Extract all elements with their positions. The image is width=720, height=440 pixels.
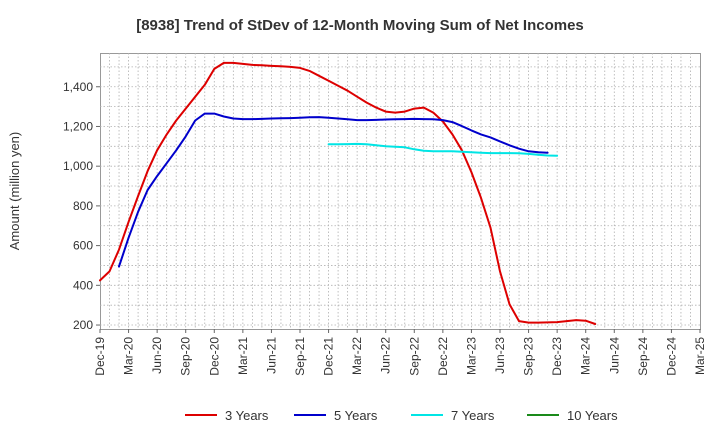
- x-tick-label: Mar-23: [464, 337, 478, 375]
- legend-label-2: 7 Years: [451, 408, 495, 423]
- x-tick-label: Dec-22: [436, 337, 450, 376]
- series-layer: [99, 61, 597, 325]
- x-tick-label: Dec-23: [550, 337, 564, 376]
- legend-label-3: 10 Years: [567, 408, 618, 423]
- legend-label-1: 5 Years: [334, 408, 378, 423]
- x-tick-label: Jun-24: [607, 337, 621, 374]
- x-tick-label: Dec-19: [93, 337, 107, 376]
- y-tick-label: 400: [73, 278, 93, 292]
- x-tick-label: Dec-20: [207, 337, 221, 376]
- x-tick-label: Jun-21: [264, 337, 278, 374]
- x-tick-label: Jun-23: [493, 337, 507, 374]
- y-tick-label: 600: [73, 239, 93, 253]
- y-axis-ticks: 200 400 600 800 1,000 1,200 1,400: [63, 80, 100, 332]
- series-line-2: [327, 142, 559, 157]
- x-tick-label: Jun-20: [150, 337, 164, 374]
- x-tick-label: Mar-25: [693, 337, 707, 375]
- x-tick-label: Mar-24: [579, 337, 593, 375]
- y-tick-label: 200: [73, 318, 93, 332]
- y-axis-label: Amount (million yen): [7, 132, 22, 251]
- x-tick-label: Mar-20: [122, 337, 136, 375]
- x-tick-label: Mar-22: [350, 337, 364, 375]
- y-tick-label: 1,400: [63, 80, 93, 94]
- x-tick-label: Sep-24: [636, 337, 650, 376]
- chart-title: [8938] Trend of StDev of 12-Month Moving…: [136, 17, 584, 34]
- series-line-1: [118, 112, 549, 268]
- x-tick-label: Dec-21: [322, 337, 336, 376]
- y-tick-label: 1,000: [63, 159, 93, 173]
- plot-area: [100, 53, 701, 330]
- series-line-0: [99, 61, 597, 325]
- x-tick-label: Jun-22: [379, 337, 393, 374]
- legend-label-0: 3 Years: [225, 408, 269, 423]
- x-tick-label: Sep-22: [407, 337, 421, 376]
- x-tick-label: Sep-20: [179, 337, 193, 376]
- legend: 3 Years 5 Years 7 Years 10 Years: [185, 408, 618, 423]
- y-tick-label: 1,200: [63, 119, 93, 133]
- y-tick-label: 800: [73, 199, 93, 213]
- x-axis-ticks: Dec-19 Mar-20 Jun-20 Sep-20 Dec-20 Mar-21 Jun-…: [93, 329, 707, 376]
- x-tick-label: Mar-21: [236, 337, 250, 375]
- grid-layer: [100, 53, 700, 329]
- x-tick-label: Sep-23: [522, 337, 536, 376]
- x-tick-label: Dec-24: [664, 337, 678, 376]
- x-tick-label: Sep-21: [293, 337, 307, 376]
